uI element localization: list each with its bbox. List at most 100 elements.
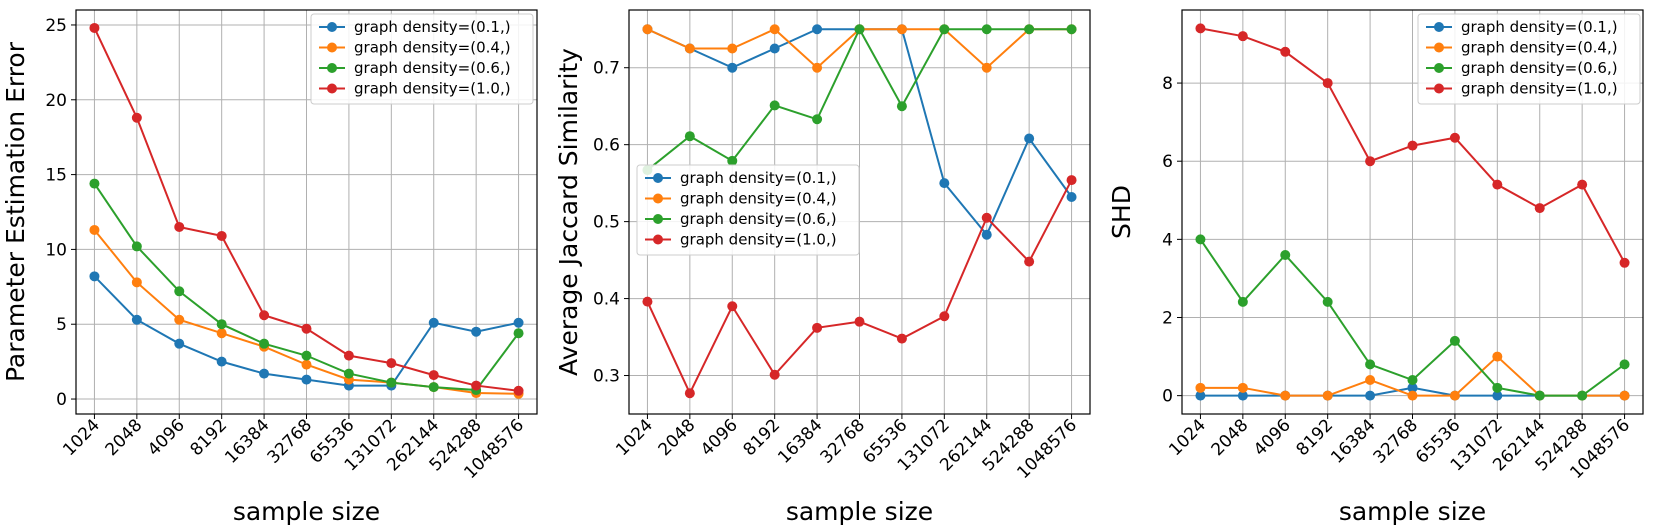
data-point: [1322, 78, 1333, 89]
data-point: [471, 380, 482, 391]
data-point: [471, 326, 482, 337]
data-point: [1449, 390, 1460, 401]
data-point: [428, 370, 439, 381]
legend-marker: [1434, 22, 1444, 32]
data-point: [301, 323, 312, 334]
x-tick-label: 32768: [1370, 415, 1422, 467]
legend-item: graph density=(0.6,): [645, 210, 837, 228]
data-point: [301, 359, 312, 370]
data-point: [1280, 46, 1291, 57]
data-point: [1024, 256, 1035, 267]
y-tick-label: 0: [56, 390, 67, 410]
data-point: [642, 24, 653, 35]
data-point: [1280, 249, 1291, 260]
data-point: [343, 368, 354, 379]
data-point: [216, 319, 227, 330]
data-point: [684, 43, 695, 54]
y-ticks: 0.3 0.4 0.5 0.6 0.7: [593, 59, 629, 387]
x-tick-label: 2048: [655, 415, 700, 460]
y-axis-label: SHD: [1107, 185, 1136, 239]
legend-item: graph density=(0.4,): [1426, 39, 1618, 57]
x-axis-label: sample size: [1339, 497, 1486, 526]
data-point: [684, 388, 695, 399]
legend-marker: [1434, 42, 1444, 53]
legend-item: graph density=(0.1,): [1426, 18, 1618, 36]
legend-label: graph density=(1.0,): [1461, 80, 1618, 98]
y-ticks: 0 2 4 6 8: [1162, 74, 1182, 407]
data-point: [727, 155, 738, 166]
data-point: [854, 24, 865, 35]
data-point: [769, 24, 780, 35]
y-tick-label: 0: [1162, 387, 1173, 407]
data-point: [89, 224, 100, 235]
legend-label: graph density=(1.0,): [354, 80, 511, 98]
data-point: [812, 322, 823, 333]
data-point: [513, 385, 524, 396]
y-axis-label: Parameter Estimation Error: [1, 41, 30, 382]
data-point: [981, 229, 992, 240]
y-tick-label: 2: [1162, 308, 1173, 328]
x-tick-label: 32768: [264, 415, 316, 467]
data-point: [1365, 375, 1376, 386]
legend-label: graph density=(0.4,): [1461, 39, 1618, 57]
data-point: [131, 112, 142, 123]
data-point: [1619, 257, 1630, 268]
x-tick-label: 1024: [1165, 415, 1210, 460]
legend-label: graph density=(0.1,): [680, 169, 837, 187]
data-point: [981, 212, 992, 223]
data-point: [1449, 132, 1460, 143]
data-point: [1195, 23, 1206, 34]
data-point: [1237, 382, 1248, 393]
data-point: [428, 317, 439, 328]
data-point: [89, 271, 100, 282]
data-point: [259, 338, 270, 349]
data-point: [259, 310, 270, 321]
legend-item: graph density=(1.0,): [319, 80, 511, 98]
data-point: [1066, 191, 1077, 202]
data-point: [1365, 156, 1376, 167]
data-point: [428, 382, 439, 393]
data-point: [684, 131, 695, 142]
data-point: [939, 311, 950, 322]
x-ticks: 1024204840968192163843276865536131072262…: [59, 414, 528, 483]
data-point: [259, 368, 270, 379]
data-point: [1280, 390, 1291, 401]
legend-label: graph density=(0.1,): [1461, 18, 1618, 36]
legend-marker: [653, 193, 663, 204]
y-tick-label: 4: [1162, 230, 1173, 250]
x-tick-label: 4096: [697, 415, 742, 460]
data-point: [1449, 335, 1460, 346]
data-point: [1365, 359, 1376, 370]
y-tick-label: 25: [45, 16, 67, 36]
series-graph density=(1.0,): [89, 22, 524, 396]
x-tick-label: 16384: [1327, 415, 1379, 467]
legend-label: graph density=(0.1,): [354, 18, 511, 36]
legend: graph density=(0.1,) graph density=(0.4,)…: [310, 13, 534, 105]
data-point: [1492, 179, 1503, 190]
data-point: [1024, 24, 1035, 35]
legend-item: graph density=(0.1,): [319, 18, 511, 36]
x-axis-label: sample size: [786, 497, 933, 526]
x-tick-label: 32768: [817, 415, 869, 467]
series-graph density=(0.6,): [642, 24, 1077, 176]
data-point: [1407, 382, 1418, 393]
x-ticks: 1024204840968192163843276865536131072262…: [1165, 414, 1634, 483]
data-point: [1237, 390, 1248, 401]
series-graph density=(0.6,): [1195, 234, 1630, 401]
data-point: [1492, 351, 1503, 362]
legend-label: graph density=(0.6,): [1461, 59, 1618, 77]
data-point: [1492, 390, 1503, 401]
y-tick-label: 0.4: [593, 290, 620, 310]
data-point: [216, 230, 227, 241]
legend: graph density=(0.1,) graph density=(0.4,)…: [636, 164, 860, 256]
data-point: [812, 114, 823, 125]
y-axis-label: Average Jaccard Similarity: [554, 48, 583, 376]
legend-label: graph density=(1.0,): [680, 231, 837, 249]
data-point: [981, 24, 992, 35]
legend: graph density=(0.1,) graph density=(0.4,)…: [1417, 13, 1641, 105]
legend-box: [636, 164, 860, 256]
y-tick-label: 15: [45, 166, 67, 186]
data-point: [1492, 382, 1503, 393]
legend-item: graph density=(0.6,): [1426, 59, 1618, 77]
x-tick-label: 16384: [774, 415, 826, 467]
